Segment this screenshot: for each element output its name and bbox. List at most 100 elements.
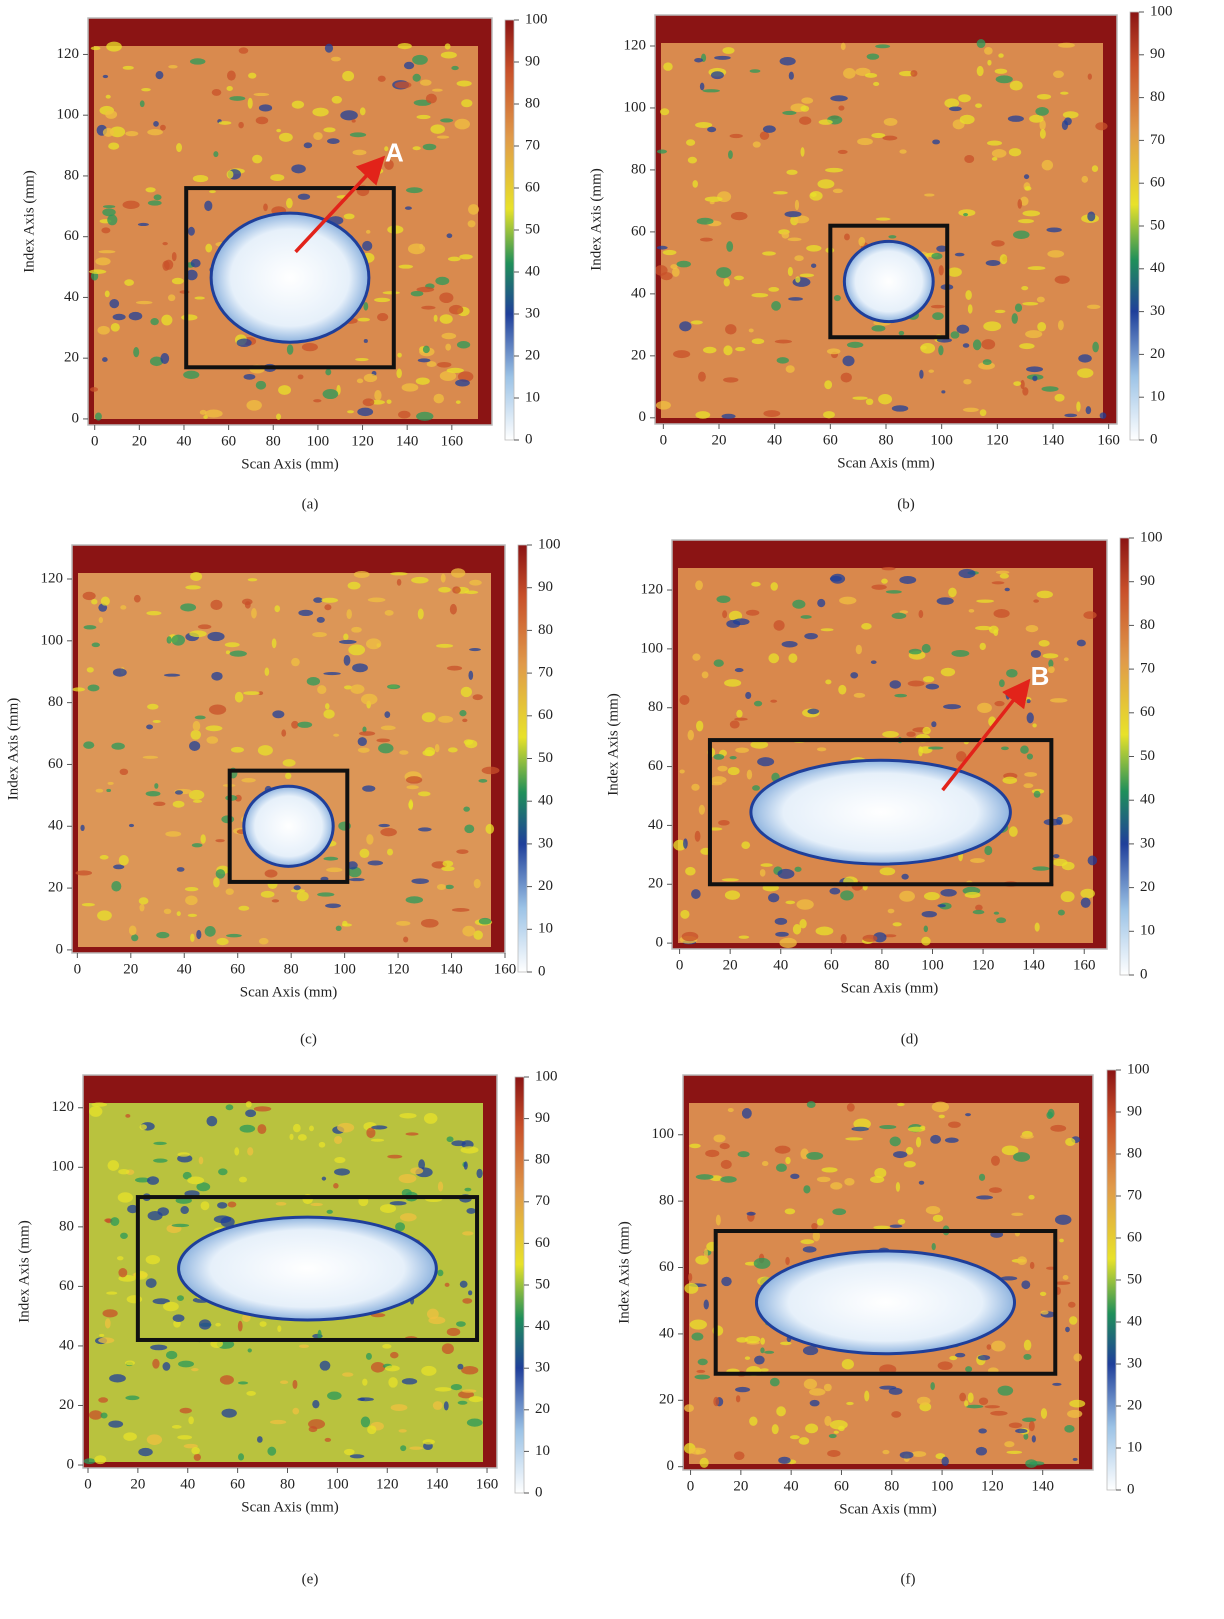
texture-spot [977,703,992,713]
texture-spot [333,1183,338,1188]
texture-spot [941,668,955,677]
texture-spot [438,587,451,593]
texture-spot [374,298,390,302]
texture-spot [108,142,119,149]
texture-spot [274,605,280,612]
texture-spot [145,187,155,192]
texture-spot [745,1356,750,1360]
texture-spot [437,135,449,138]
texture-spot [239,47,249,53]
texture-spot [120,769,129,775]
texture-spot [721,1277,732,1286]
texture-spot [377,313,388,321]
texture-spot [1022,210,1040,216]
texture-spot [882,136,897,141]
texture-spot [717,766,727,772]
colorbar-tick-label: 70 [525,137,540,153]
texture-spot [832,1208,846,1215]
texture-spot [1039,640,1050,647]
texture-spot [657,150,667,154]
panel-label: (a) [302,496,319,512]
texture-spot [362,1379,367,1386]
texture-spot [695,580,703,590]
texture-spot [908,680,925,686]
y-tick-label: 100 [624,99,647,115]
texture-spot [279,133,293,142]
texture-spot [435,277,449,285]
texture-spot [1069,1400,1085,1408]
x-tick-label: 40 [177,961,192,977]
texture-spot [690,1319,707,1329]
texture-spot [416,115,430,119]
texture-spot [72,687,85,691]
colorbar-tick-label: 0 [1127,1481,1135,1497]
colorbar-tick-label: 70 [1127,1187,1142,1203]
texture-spot [154,783,158,789]
texture-spot [253,93,269,96]
texture-spot [469,580,482,586]
texture-spot [750,69,761,73]
texture-spot [1083,611,1096,619]
texture-spot [698,372,706,382]
texture-spot [153,121,159,127]
texture-spot [811,264,816,268]
texture-spot [464,1161,468,1169]
colorbar-tick-label: 40 [535,1318,550,1334]
texture-spot [773,191,788,194]
texture-spot [696,1174,714,1180]
texture-spot [371,1139,384,1142]
texture-spot [337,1123,354,1133]
texture-spot [466,1208,476,1214]
texture-spot [949,1356,957,1360]
texture-spot [441,866,454,871]
texture-spot [423,144,437,150]
texture-spot [728,150,733,159]
texture-spot [976,1195,993,1199]
texture-spot [109,299,119,308]
texture-spot [734,718,748,721]
texture-spot [248,73,256,79]
texture-spot [456,1321,466,1327]
texture-spot [841,373,852,383]
texture-spot [992,149,1007,158]
y-tick-label: 60 [631,223,646,239]
texture-spot [238,1321,243,1332]
colorbar-tick-label: 0 [1150,431,1158,447]
texture-spot [98,250,115,253]
texture-spot [995,310,1006,313]
x-tick-label: 100 [930,432,953,448]
texture-spot [691,1333,703,1341]
texture-spot [422,712,436,722]
texture-spot [746,610,759,616]
texture-spot [461,1146,479,1153]
texture-spot [1027,712,1034,723]
texture-spot [702,89,720,92]
texture-spot [890,1224,903,1227]
texture-spot [327,1210,333,1214]
texture-spot [418,791,431,796]
y-tick-label: 80 [59,1218,74,1234]
colorbar-tick-label: 50 [1140,748,1155,764]
texture-spot [410,1167,423,1174]
texture-spot [177,1435,192,1439]
texture-spot [968,1393,974,1403]
x-tick-label: 140 [1042,432,1065,448]
texture-spot [150,318,158,325]
texture-spot [399,1429,407,1432]
y-axis-title: Index Axis (mm) [16,1220,32,1323]
y-tick-label: 60 [48,756,63,772]
texture-spot [716,1215,721,1226]
texture-spot [843,68,856,79]
texture-spot [890,1137,901,1147]
texture-spot [180,1408,192,1414]
texture-spot [311,1203,323,1206]
texture-spot [106,789,111,792]
texture-spot [919,370,923,379]
texture-spot [334,1157,345,1163]
y-tick-label: 80 [48,694,63,710]
texture-spot [1056,817,1063,825]
texture-spot [190,934,195,942]
texture-spot [309,1426,318,1432]
texture-spot [440,314,453,324]
texture-spot [257,1436,263,1443]
